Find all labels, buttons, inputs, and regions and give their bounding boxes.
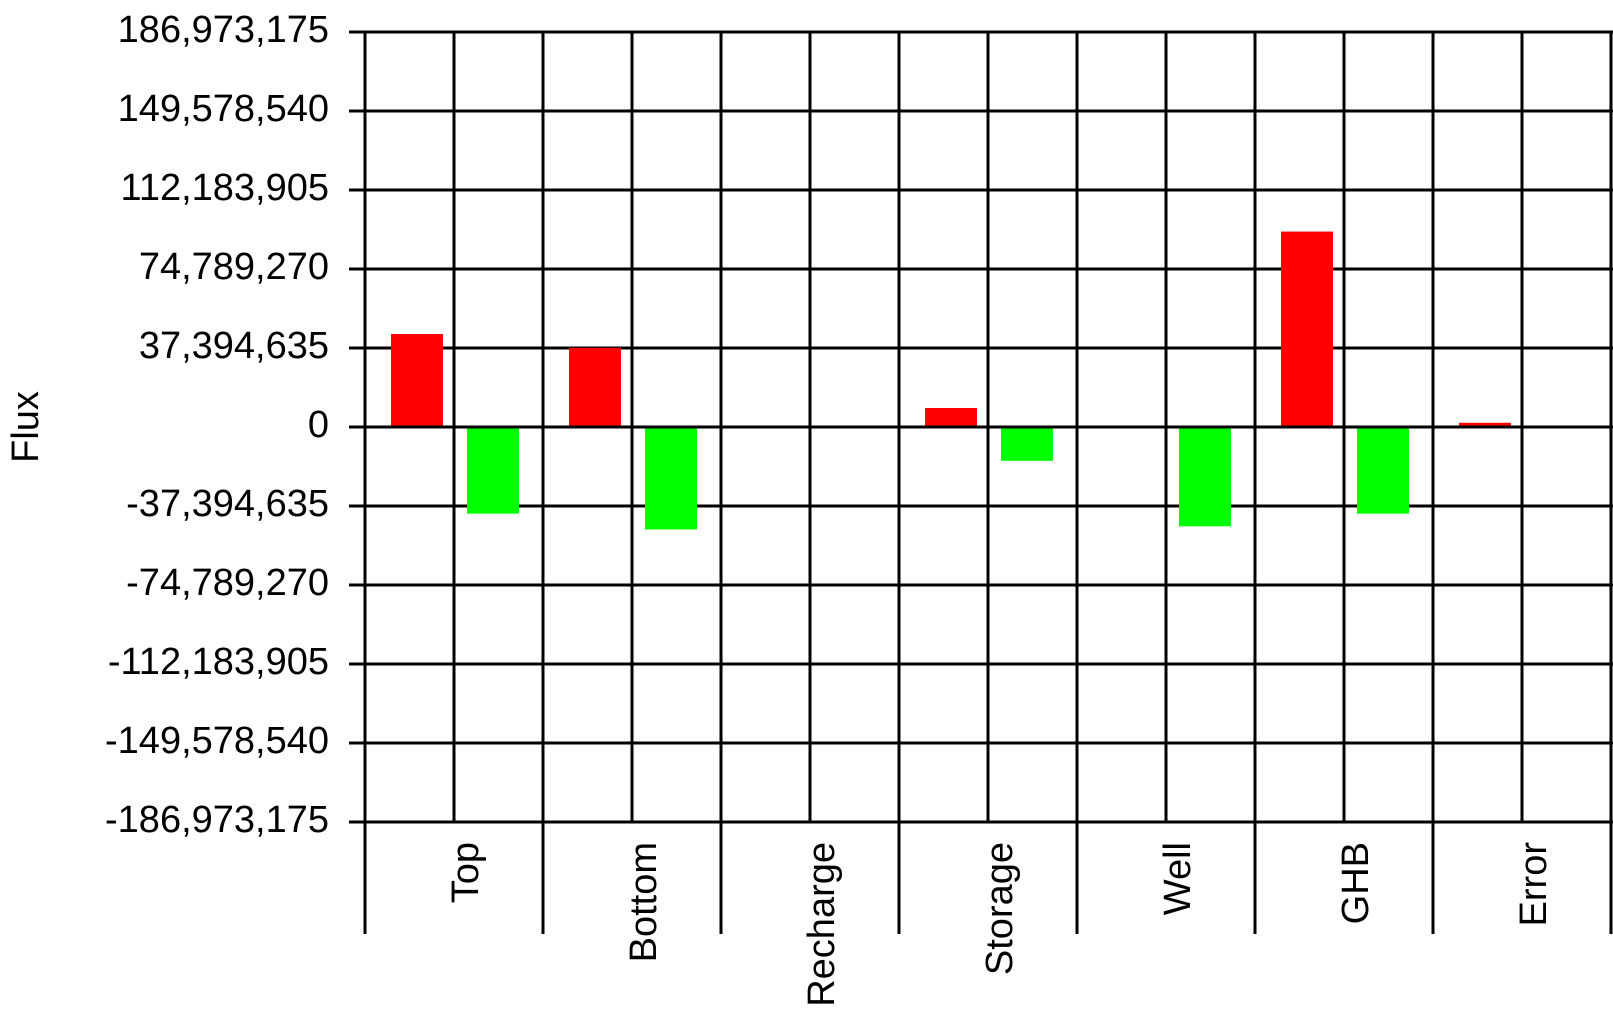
- category-label: GHB: [1335, 842, 1377, 924]
- bar: [925, 407, 977, 427]
- bar: [645, 427, 697, 530]
- category-label: Well: [1157, 842, 1199, 915]
- y-tick-label: 149,578,540: [118, 88, 329, 130]
- bar: [1357, 427, 1409, 514]
- y-tick-label: -74,789,270: [126, 562, 329, 604]
- bar: [569, 347, 621, 427]
- y-tick-label: 37,394,635: [139, 325, 329, 367]
- y-tick-label: 0: [308, 404, 329, 446]
- category-label: Recharge: [801, 842, 843, 1007]
- y-tick-label: 112,183,905: [121, 167, 330, 209]
- y-tick-labels: 186,973,175 149,578,540 112,183,905 74,789,…: [105, 9, 329, 841]
- bar: [1001, 427, 1053, 461]
- bar: [1179, 427, 1231, 527]
- bar: [1459, 422, 1511, 427]
- y-axis-title: Flux: [5, 391, 47, 463]
- y-tick-label: 74,789,270: [139, 246, 329, 288]
- y-tick-label: -149,578,540: [105, 720, 329, 762]
- grid-lines: [365, 30, 1613, 934]
- category-label: Top: [445, 842, 487, 903]
- y-tick-label: -186,973,175: [105, 799, 329, 841]
- bar: [1281, 231, 1333, 427]
- category-label: Error: [1513, 842, 1555, 927]
- bars: [391, 231, 1511, 530]
- category-label: Storage: [979, 842, 1021, 975]
- category-labels: Top Bottom Recharge Storage Well GHB Error: [445, 842, 1555, 1007]
- y-tick-label: 186,973,175: [118, 9, 329, 51]
- y-tick-label: -112,183,905: [108, 641, 329, 683]
- bar: [391, 334, 443, 427]
- bar: [467, 427, 519, 514]
- y-tick-label: -37,394,635: [126, 483, 329, 525]
- axes: [349, 30, 1613, 934]
- category-label: Bottom: [623, 842, 665, 962]
